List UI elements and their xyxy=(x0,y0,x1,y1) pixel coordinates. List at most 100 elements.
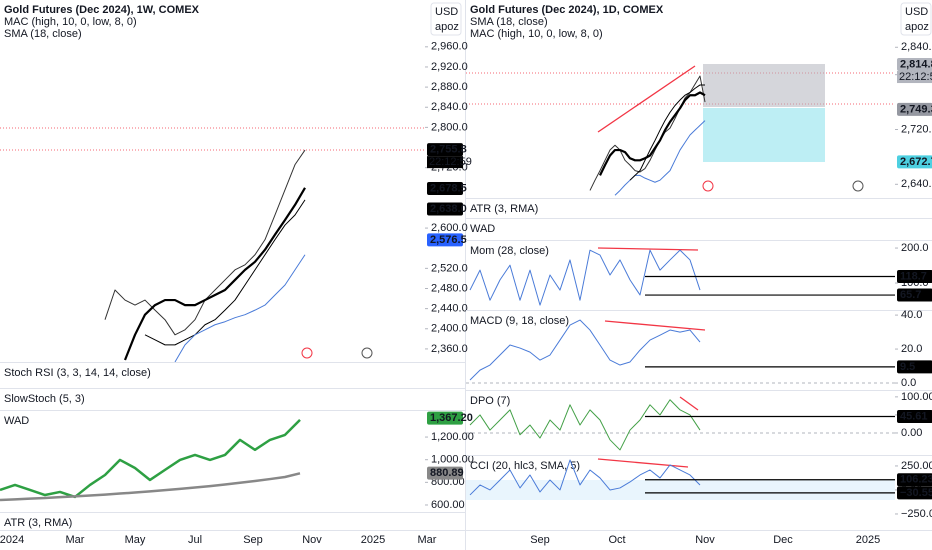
trend-line xyxy=(597,458,689,468)
pane-title: MACD (9, 18, close) xyxy=(470,315,569,327)
indicator-line xyxy=(589,75,706,191)
indicator-line xyxy=(469,399,701,451)
pane-title: Stoch RSI (3, 3, 14, 14, close) xyxy=(4,367,151,379)
indicator-line xyxy=(599,91,706,176)
countdown-box xyxy=(427,156,463,169)
price-label: 106.23 xyxy=(900,474,932,486)
price-label-box xyxy=(897,102,932,116)
legend-text: MAC (high, 10, 0, low, 8, 0) xyxy=(4,16,137,28)
indicator-line xyxy=(469,249,701,306)
currency: USD xyxy=(905,6,928,18)
event-icon[interactable] xyxy=(702,180,714,192)
indicator-line xyxy=(174,254,306,363)
price-label: 118.7 xyxy=(900,270,927,282)
price-label-box xyxy=(897,58,932,72)
price-label-box xyxy=(897,360,932,374)
risk-zone xyxy=(703,64,825,107)
pane-title: SlowStoch (5, 3) xyxy=(4,393,85,405)
legend-text: SMA (18, close) xyxy=(470,16,548,28)
x-tick-label: Sep xyxy=(530,534,550,546)
y-tick-label: 2,360.0 xyxy=(431,343,468,355)
countdown: 22:12:59 xyxy=(429,156,472,168)
indicator-line xyxy=(0,472,301,502)
indicator-line xyxy=(469,459,701,496)
price-label-box xyxy=(427,411,463,425)
price-label-box xyxy=(897,410,932,424)
price-label-box xyxy=(897,155,932,169)
pane-title: Mom (28, close) xyxy=(470,245,549,257)
price-label: −30.55 xyxy=(900,487,932,499)
y-tick-label: 2,840.0 xyxy=(901,41,932,53)
price-label: 2,814.8 xyxy=(900,58,932,70)
legend-text: Gold Futures (Dec 2024), 1W, COMEX xyxy=(4,4,200,16)
pane-title: CCI (20, hlc3, SMA, 5) xyxy=(470,460,580,472)
y-tick-label: 1,200.00 xyxy=(431,431,474,443)
y-tick-label: 2,920.0 xyxy=(431,61,468,73)
y-tick-label: 2,520.0 xyxy=(431,262,468,274)
x-tick-label: Dec xyxy=(773,534,793,546)
x-tick-label: Jul xyxy=(188,534,202,546)
x-tick-label: May xyxy=(125,534,146,546)
legend-text: Gold Futures (Dec 2024), 1D, COMEX xyxy=(470,4,664,16)
y-tick-label: 0.0 xyxy=(901,377,916,389)
x-tick-label: 2025 xyxy=(856,534,880,546)
pane-title: ATR (3, RMA) xyxy=(4,517,72,529)
trend-line xyxy=(597,65,696,133)
indicator-line xyxy=(469,319,701,381)
currency-button[interactable] xyxy=(900,2,932,36)
price-label-box xyxy=(427,182,463,196)
countdown: 22:12:59 xyxy=(899,71,932,83)
x-tick-label: Nov xyxy=(695,534,715,546)
price-label: 1,367.20 xyxy=(430,412,473,424)
unit: apoz xyxy=(905,21,929,33)
y-tick-label: −250.00 xyxy=(901,508,932,520)
dividend-icon[interactable] xyxy=(852,180,864,192)
x-tick-label: Mar xyxy=(66,534,85,546)
unit: apoz xyxy=(435,21,459,33)
y-tick-label: 2,960.0 xyxy=(431,41,468,53)
y-tick-label: 2,880.0 xyxy=(431,81,468,93)
x-tick-label: Nov xyxy=(302,534,322,546)
price-label-box xyxy=(427,143,463,157)
price-label: 45.61 xyxy=(900,410,928,422)
event-icon[interactable] xyxy=(301,347,313,359)
dividend-icon[interactable] xyxy=(361,347,373,359)
y-tick-label: 100.00 xyxy=(901,391,932,403)
y-tick-label: 2,800.0 xyxy=(431,121,468,133)
price-label-box xyxy=(897,288,932,302)
y-tick-label: 200.0 xyxy=(901,242,929,254)
price-label: 2,638.0 xyxy=(430,203,467,215)
price-label-box xyxy=(897,473,932,487)
pane-title: WAD xyxy=(4,415,29,427)
cci-band xyxy=(466,480,895,500)
trend-line xyxy=(679,396,699,411)
y-tick-label: 600.00 xyxy=(431,499,465,511)
indicator-line xyxy=(629,84,705,181)
y-tick-label: 250.00 xyxy=(901,460,932,472)
y-tick-label: 2,640.0 xyxy=(901,178,932,190)
price-label-box xyxy=(897,270,932,284)
price-label: 2,672.7 xyxy=(900,156,932,168)
trend-line xyxy=(597,247,699,251)
reward-zone xyxy=(703,108,825,162)
price-label: 2,576.5 xyxy=(430,234,467,246)
trend-line xyxy=(604,320,706,331)
pane-title: DPO (7) xyxy=(470,395,510,407)
y-tick-label: 1,000.00 xyxy=(431,454,474,466)
price-label: 9.5 xyxy=(900,361,915,373)
y-tick-label: 2,440.0 xyxy=(431,303,468,315)
x-tick-label: 2024 xyxy=(0,534,24,546)
y-tick-label: 2,400.0 xyxy=(431,323,468,335)
currency: USD xyxy=(435,6,458,18)
price-label-box xyxy=(897,486,932,500)
y-tick-label: 40.0 xyxy=(901,309,922,321)
x-tick-label: Sep xyxy=(243,534,263,546)
pane-title: ATR (3, RMA) xyxy=(470,203,538,215)
price-label-box xyxy=(427,202,463,216)
price-label: 65.7 xyxy=(900,289,921,301)
price-label: 2,678.5 xyxy=(430,182,467,194)
currency-button[interactable] xyxy=(430,2,462,36)
price-label: 2,755.8 xyxy=(430,144,467,156)
price-label: 880.89 xyxy=(430,467,464,479)
